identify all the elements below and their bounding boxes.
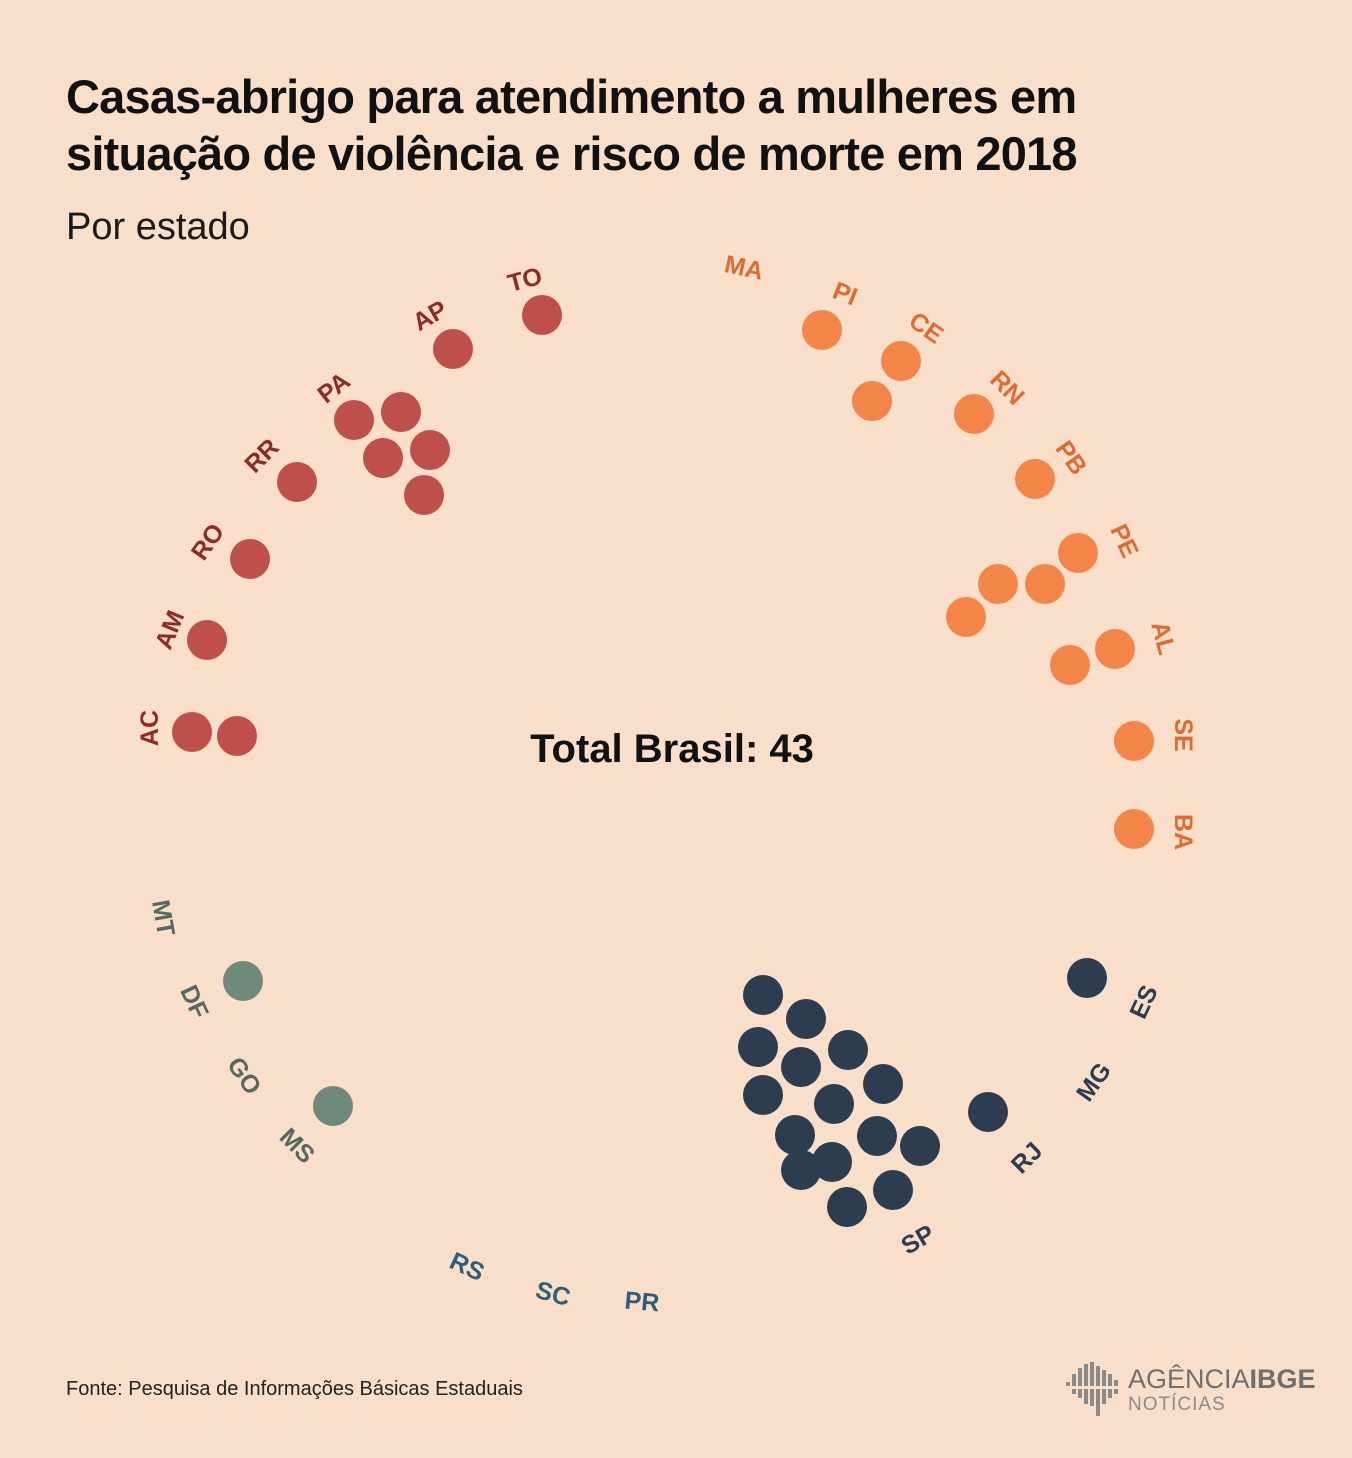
- dot-sp-2: [786, 999, 826, 1039]
- dot-pe-2: [978, 564, 1018, 604]
- title-line-1: Casas-abrigo para atendimento a mulheres…: [66, 70, 1077, 123]
- dot-ro-1: [230, 539, 270, 579]
- label-rs: RS: [445, 1247, 488, 1287]
- ibge-logo-icon: [1066, 1362, 1118, 1416]
- dot-sp-5: [781, 1047, 821, 1087]
- label-go: GO: [221, 1052, 266, 1100]
- dot-pi-1: [802, 310, 842, 350]
- chart-title: Casas-abrigo para atendimento a mulheres…: [66, 68, 1266, 182]
- logo-wordmark: AGÊNCIAIBGE: [1128, 1364, 1316, 1395]
- label-mg: MG: [1071, 1057, 1117, 1106]
- label-ro: RO: [186, 519, 230, 566]
- dot-rr-1: [277, 462, 317, 502]
- dot-ce-2: [852, 381, 892, 421]
- label-ac: AC: [136, 710, 164, 746]
- dot-al-1: [1095, 629, 1135, 669]
- title-line-2: situação de violência e risco de morte e…: [66, 127, 1078, 180]
- dot-ce-1: [881, 341, 921, 381]
- label-df: DF: [174, 981, 213, 1023]
- label-ma: MA: [722, 250, 766, 285]
- dot-pe-1: [1058, 533, 1098, 573]
- logo-noticias: NOTÍCIAS: [1128, 1394, 1226, 1415]
- agencia-ibge-logo: AGÊNCIAIBGE NOTÍCIAS: [1064, 1360, 1316, 1420]
- label-ce: CE: [904, 307, 949, 350]
- dot-pa-3: [363, 438, 403, 478]
- total-label: Total Brasil: 43: [530, 727, 814, 771]
- dot-sp-10: [857, 1116, 897, 1156]
- dot-pa-2: [381, 392, 421, 432]
- dot-sp-7: [863, 1064, 903, 1104]
- dot-sp-12: [812, 1142, 852, 1182]
- dot-ms-1: [313, 1086, 353, 1126]
- label-ba: BA: [1169, 814, 1197, 850]
- dot-sp-1: [743, 975, 783, 1015]
- dot-es-1: [1067, 958, 1107, 998]
- logo-agencia: AGÊNCIA: [1128, 1364, 1250, 1394]
- label-pi: PI: [829, 277, 861, 312]
- dot-sp-3: [738, 1027, 778, 1067]
- dot-pe-4: [946, 597, 986, 637]
- label-es: ES: [1124, 981, 1163, 1023]
- dot-sp-11: [900, 1126, 940, 1166]
- dot-al-2: [1050, 645, 1090, 685]
- dot-pa-1: [334, 400, 374, 440]
- label-ms: MS: [274, 1123, 320, 1169]
- dot-ap-1: [433, 329, 473, 369]
- dot-sp-9: [775, 1115, 815, 1155]
- dot-sp-6: [743, 1075, 783, 1115]
- dot-sp-13: [873, 1170, 913, 1210]
- label-sc: SC: [533, 1276, 574, 1312]
- dot-pa-4: [410, 430, 450, 470]
- dot-rj-1: [968, 1092, 1008, 1132]
- dot-pb-1: [1015, 459, 1055, 499]
- chart-subtitle: Por estado: [66, 206, 250, 248]
- dot-sp-4: [828, 1030, 868, 1070]
- dot-pa-5: [404, 475, 444, 515]
- label-pr: PR: [623, 1287, 660, 1318]
- label-rr: RR: [239, 433, 284, 478]
- dot-mt-1: [223, 961, 263, 1001]
- label-am: AM: [150, 607, 191, 654]
- dots-layer: [172, 295, 1154, 1227]
- label-to: TO: [505, 262, 545, 298]
- dot-ac-2: [217, 716, 257, 756]
- dot-se-1: [1114, 721, 1154, 761]
- label-rj: RJ: [1006, 1137, 1048, 1179]
- label-sp: SP: [897, 1220, 940, 1261]
- label-se: SE: [1169, 718, 1197, 751]
- dot-sp-15: [781, 1150, 821, 1190]
- dot-sp-14: [827, 1187, 867, 1227]
- dot-ac-1: [172, 712, 212, 752]
- source-note: Fonte: Pesquisa de Informações Básicas E…: [66, 1378, 523, 1400]
- dot-sp-8: [814, 1084, 854, 1124]
- label-al: AL: [1145, 618, 1181, 657]
- label-mt: MT: [146, 898, 180, 938]
- logo-ibge: IBGE: [1249, 1364, 1316, 1394]
- dot-to-1: [522, 295, 562, 335]
- label-pe: PE: [1104, 520, 1143, 562]
- dot-am-1: [187, 620, 227, 660]
- dot-pe-3: [1025, 564, 1065, 604]
- label-pb: PB: [1050, 436, 1093, 481]
- dot-rn-1: [954, 394, 994, 434]
- dot-ba-1: [1114, 809, 1154, 849]
